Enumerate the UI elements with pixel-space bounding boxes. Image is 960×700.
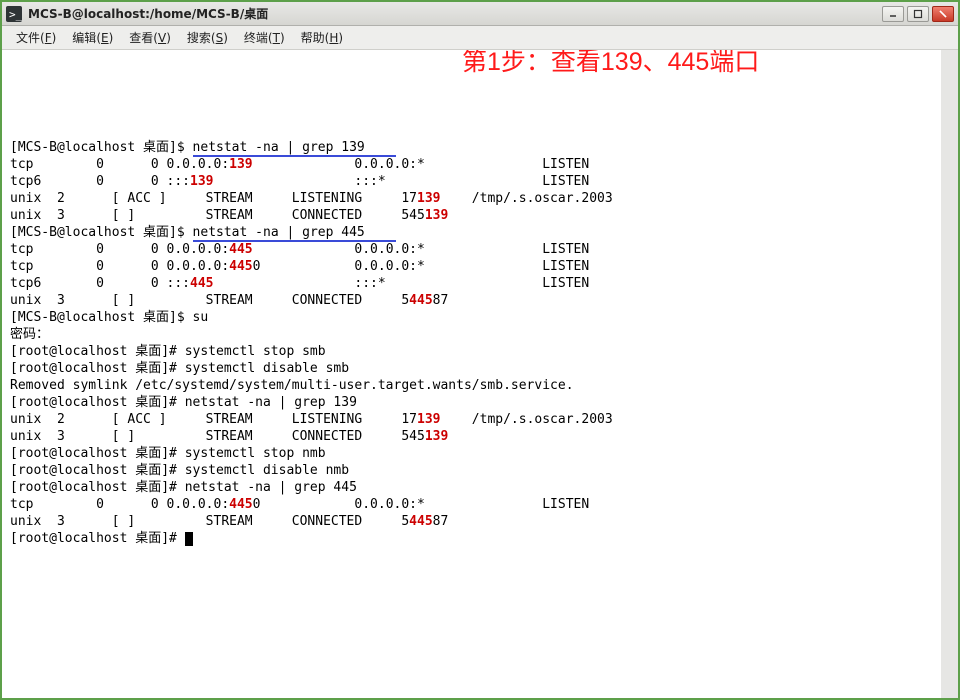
- menubar: 文件(F) 编辑(E) 查看(V) 搜索(S) 终端(T) 帮助(H): [2, 26, 958, 50]
- terminal-line: [root@localhost 桌面]# systemctl disable n…: [10, 462, 935, 479]
- terminal-line: [MCS-B@localhost 桌面]$ su: [10, 309, 935, 326]
- terminal-line: 密码：: [10, 326, 935, 343]
- close-button[interactable]: [932, 6, 954, 22]
- scrollbar-down-button[interactable]: ▾: [941, 681, 958, 698]
- terminal-app-icon: >_: [6, 6, 22, 22]
- menu-help[interactable]: 帮助(H): [293, 27, 351, 48]
- terminal-line: tcp 0 0 0.0.0.0:139 0.0.0.0:* LISTEN: [10, 156, 935, 173]
- terminal-line: [root@localhost 桌面]# netstat -na | grep …: [10, 479, 935, 496]
- terminal-line: unix 3 [ ] STREAM CONNECTED 544587: [10, 513, 935, 530]
- terminal-line: tcp 0 0 0.0.0.0:4450 0.0.0.0:* LISTEN: [10, 258, 935, 275]
- terminal-content[interactable]: 第1步：查看139、445端口 ▴ ▾ [MCS-B@localhost 桌面]…: [2, 50, 958, 698]
- terminal-line: [root@localhost 桌面]# systemctl stop nmb: [10, 445, 935, 462]
- terminal-line: tcp 0 0 0.0.0.0:445 0.0.0.0:* LISTEN: [10, 241, 935, 258]
- terminal-window: >_ MCS-B@localhost:/home/MCS-B/桌面 文件(F) …: [0, 0, 960, 700]
- terminal-line: unix 3 [ ] STREAM CONNECTED 545139: [10, 428, 935, 445]
- terminal-line: [root@localhost 桌面]# netstat -na | grep …: [10, 394, 935, 411]
- scrollbar-up-button[interactable]: ▴: [941, 50, 958, 67]
- terminal-line: [root@localhost 桌面]# systemctl disable s…: [10, 360, 935, 377]
- terminal-line: unix 3 [ ] STREAM CONNECTED 545139: [10, 207, 935, 224]
- terminal-line: Removed symlink /etc/systemd/system/mult…: [10, 377, 935, 394]
- menu-file[interactable]: 文件(F): [8, 27, 64, 48]
- terminal-line: unix 2 [ ACC ] STREAM LISTENING 17139 /t…: [10, 411, 935, 428]
- terminal-line: tcp6 0 0 :::445 :::* LISTEN: [10, 275, 935, 292]
- terminal-line: unix 2 [ ACC ] STREAM LISTENING 17139 /t…: [10, 190, 935, 207]
- terminal-cursor: [185, 532, 193, 546]
- terminal-line: [MCS-B@localhost 桌面]$ netstat -na | grep…: [10, 139, 935, 156]
- annotation-overlay: 第1步：查看139、445端口: [462, 54, 759, 71]
- menu-view[interactable]: 查看(V): [121, 27, 179, 48]
- terminal-line: [root@localhost 桌面]#: [10, 530, 935, 547]
- window-controls: [882, 6, 954, 22]
- terminal-line: [MCS-B@localhost 桌面]$ netstat -na | grep…: [10, 224, 935, 241]
- menu-terminal[interactable]: 终端(T): [236, 27, 293, 48]
- terminal-line: tcp6 0 0 :::139 :::* LISTEN: [10, 173, 935, 190]
- svg-text:>_: >_: [9, 8, 22, 21]
- titlebar: >_ MCS-B@localhost:/home/MCS-B/桌面: [2, 2, 958, 26]
- terminal-line: [root@localhost 桌面]# systemctl stop smb: [10, 343, 935, 360]
- minimize-button[interactable]: [882, 6, 904, 22]
- window-title: MCS-B@localhost:/home/MCS-B/桌面: [28, 5, 882, 22]
- terminal-line: tcp 0 0 0.0.0.0:4450 0.0.0.0:* LISTEN: [10, 496, 935, 513]
- menu-search[interactable]: 搜索(S): [179, 27, 236, 48]
- terminal-line: unix 3 [ ] STREAM CONNECTED 544587: [10, 292, 935, 309]
- menu-edit[interactable]: 编辑(E): [64, 27, 121, 48]
- maximize-button[interactable]: [907, 6, 929, 22]
